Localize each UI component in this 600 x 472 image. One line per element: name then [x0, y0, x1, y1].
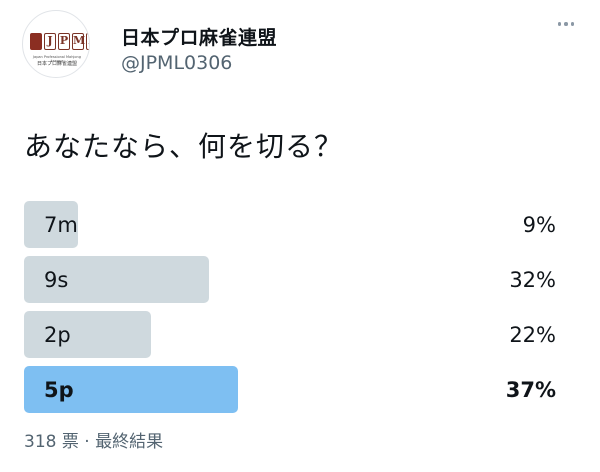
- logo-tile-icon: [30, 33, 42, 50]
- display-name[interactable]: 日本プロ麻雀連盟: [121, 27, 278, 49]
- poll-option-percent: 9%: [522, 213, 556, 237]
- poll-option-label: 7m: [44, 213, 78, 237]
- logo-letter-l: L: [86, 33, 89, 50]
- tweet-header: J P M L Japan Professional Mahjong Leagu…: [22, 10, 582, 80]
- poll-option: 2p 22%: [24, 311, 556, 359]
- poll-option-winner: 5p 37%: [24, 366, 556, 414]
- poll-bar: [24, 201, 78, 248]
- poll-option-label: 2p: [44, 323, 71, 347]
- poll-option-label: 9s: [44, 268, 69, 292]
- poll-bar: [24, 311, 151, 358]
- logo-caption: Japan Professional Mahjong League: [33, 55, 81, 63]
- poll-option: 7m 9%: [24, 201, 556, 249]
- poll-option-percent: 37%: [505, 378, 556, 402]
- logo-letter-p: P: [58, 33, 70, 50]
- poll-option-percent: 32%: [509, 268, 556, 292]
- more-dots-icon[interactable]: [557, 22, 574, 26]
- poll-bar: [24, 256, 209, 303]
- logo-japanese-name: 日本プロ麻雀連盟: [36, 61, 77, 67]
- poll-option: 9s 32%: [24, 256, 556, 304]
- poll-option-label: 5p: [44, 378, 74, 402]
- logo-letter-j: J: [44, 33, 56, 50]
- user-handle[interactable]: @JPML0306: [121, 52, 233, 74]
- poll: 7m 9% 9s 32% 2p 22% 5p 37%: [24, 201, 556, 421]
- poll-bar: [24, 366, 238, 413]
- jpml-logo: J P M L: [30, 33, 89, 50]
- poll-option-percent: 22%: [509, 323, 556, 347]
- logo-letter-m: M: [72, 33, 85, 50]
- tweet-text: あなたなら、何を切る？: [24, 130, 344, 163]
- poll-footer: 318 票 · 最終結果: [24, 432, 164, 452]
- avatar[interactable]: J P M L Japan Professional Mahjong Leagu…: [22, 10, 90, 78]
